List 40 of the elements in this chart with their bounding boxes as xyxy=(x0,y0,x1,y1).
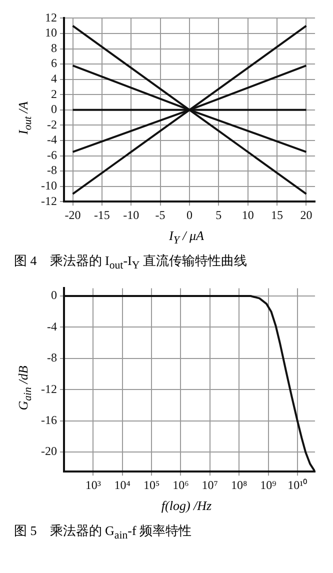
x-tick-label: 15 xyxy=(271,208,284,222)
y-tick-label: -20 xyxy=(40,444,57,458)
x-tick-label: -10 xyxy=(123,208,140,222)
y-tick-label: -8 xyxy=(46,163,57,178)
y-tick-label: -8 xyxy=(46,350,57,364)
y-tick-label: 4 xyxy=(50,71,57,86)
x-tick-label: 10³ xyxy=(85,478,102,492)
y-tick-label: 10 xyxy=(44,26,57,40)
y-tick-label: 8 xyxy=(50,40,57,55)
y-tick-label: 6 xyxy=(50,56,57,70)
x-tick-label: 5 xyxy=(216,208,222,222)
x-tick-label: 10¹⁰ xyxy=(288,478,308,492)
y-tick-label: -4 xyxy=(46,132,57,147)
y-tick-label: -12 xyxy=(40,381,57,396)
x-tick-label: -15 xyxy=(94,208,110,222)
x-tick-label: 20 xyxy=(300,208,312,222)
x-tick-label: 10⁸ xyxy=(230,478,248,492)
text: 图 4 乘法器的 I$_{out}$-I$_{Y}$ 直流传输特性曲线 xyxy=(13,252,248,274)
y-tick-label: 12 xyxy=(44,10,57,24)
x-tick-label: -5 xyxy=(155,208,166,222)
x-tick-label: 10⁶ xyxy=(172,478,189,492)
x-axis-title: I$_{Y}$ / μA xyxy=(168,228,205,247)
y-tick-label: -16 xyxy=(40,412,57,427)
x-tick-label: 10 xyxy=(242,208,254,222)
y-tick-label: -2 xyxy=(46,117,57,132)
y-tick-label: -12 xyxy=(40,194,57,208)
y-tick-label: 2 xyxy=(50,86,57,101)
x-tick-label: -20 xyxy=(64,208,81,222)
x-tick-label: 10⁷ xyxy=(202,478,218,492)
x-axis-title: f(log) /Hz xyxy=(160,498,213,514)
y-tick-label: -10 xyxy=(40,178,57,192)
y-tick-label: -6 xyxy=(46,148,57,162)
x-tick-label: 10⁴ xyxy=(114,478,130,492)
x-tick-label: 10⁵ xyxy=(143,478,160,492)
y-tick-label: 0 xyxy=(50,288,57,302)
x-tick-label: 0 xyxy=(186,208,192,222)
y-tick-label: 0 xyxy=(50,102,57,116)
x-tick-label: 10⁹ xyxy=(260,478,276,492)
y-tick-label: -4 xyxy=(46,318,57,333)
text: 图 5 乘法器的 G$_{ain}$-f 频率特性 xyxy=(13,522,193,544)
